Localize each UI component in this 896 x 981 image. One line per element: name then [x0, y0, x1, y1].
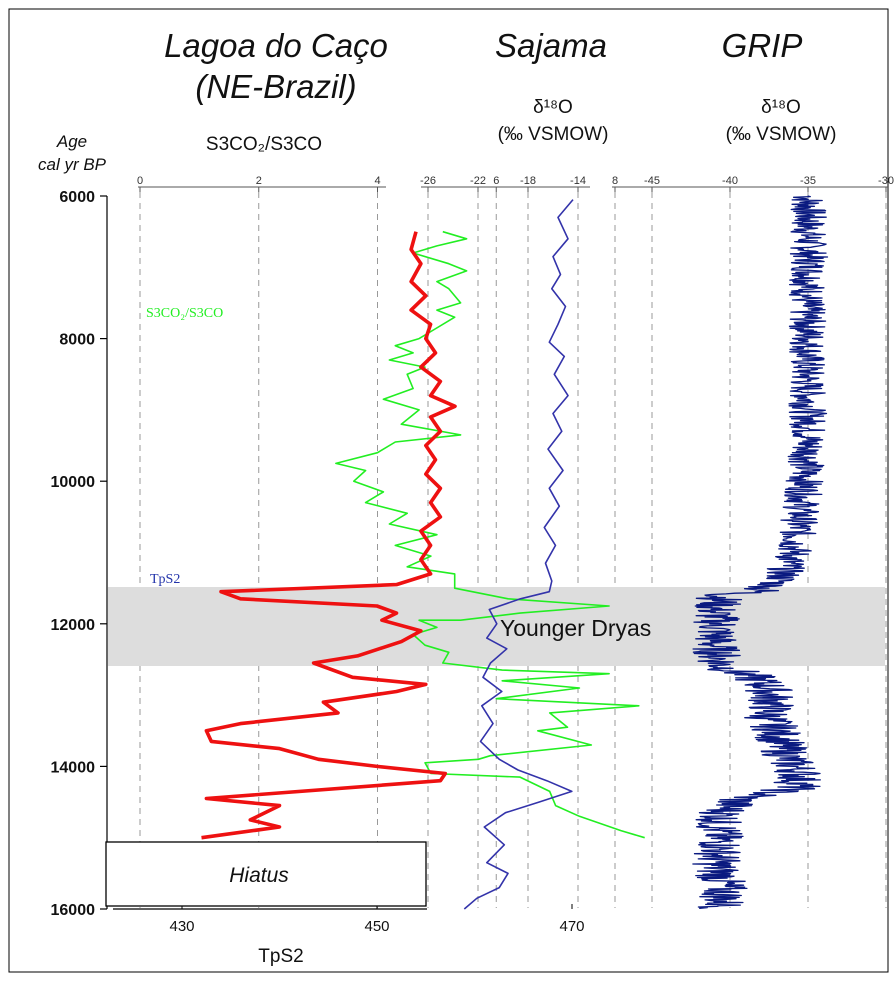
- age-tick-label-8000: 8000: [59, 332, 95, 349]
- series-layer: [201, 195, 829, 910]
- sajama-tick-label--14: -14: [570, 175, 586, 187]
- grip-title: GRIP: [722, 27, 803, 64]
- sajama-series-line: [463, 199, 574, 910]
- age-tick-label-6000: 6000: [59, 189, 95, 206]
- age-label-line-1: Age: [56, 132, 87, 151]
- sajama-tick-label--18: -18: [520, 175, 536, 187]
- hiatus-label: Hiatus: [229, 864, 289, 887]
- site-title-line-1: Lagoa do Caço: [164, 27, 388, 64]
- age-tick-label-10000: 10000: [51, 474, 96, 491]
- bottom-axis-label: TpS2: [258, 946, 303, 967]
- grip-d18o-label: δ¹⁸O: [761, 97, 801, 118]
- figure-border: [8, 8, 889, 973]
- grip-tick-label--40: -40: [722, 175, 738, 187]
- tps2-series-line: [201, 231, 457, 840]
- grip-tick-label--45: -45: [644, 175, 660, 187]
- sajama-vsmow-label: (‰ VSMOW): [498, 124, 609, 145]
- grip-series-line: [692, 195, 829, 910]
- grip-vsmow-label: (‰ VSMOW): [726, 124, 837, 145]
- ratio-axis-label: S3CO₂/S3CO: [206, 134, 322, 155]
- grid-layer: [139, 192, 887, 908]
- ratio-top-tick-label-0: 0: [137, 175, 143, 187]
- ratio-top-tick-label-8: 8: [612, 175, 618, 187]
- grip-tick-label--35: -35: [800, 175, 816, 187]
- axes-layer: 6000 8000 10000 12000 14000 16000 0 2 4 6 8 430 450 4…: [51, 175, 894, 935]
- younger-dryas-band: [108, 587, 885, 666]
- sajama-d18o-label: δ¹⁸O: [533, 97, 573, 118]
- ratio-series-label: S3CO₂/S3CO: [146, 306, 223, 321]
- tps2-bottom-tick-label-470: 470: [559, 918, 584, 935]
- age-tick-label-14000: 14000: [51, 759, 96, 776]
- sajama-title: Sajama: [495, 27, 607, 64]
- tps2-bottom-tick-label-450: 450: [364, 918, 389, 935]
- tps2-bottom-tick-label-430: 430: [169, 918, 194, 935]
- grip-tick-label--30: -30: [878, 175, 894, 187]
- age-tick-label-16000: 16000: [51, 902, 96, 919]
- sajama-tick-label--26: -26: [420, 175, 436, 187]
- age-tick-label-12000: 12000: [51, 617, 96, 634]
- age-label-line-2: cal yr BP: [38, 155, 107, 174]
- younger-dryas-label: Younger Dryas: [500, 615, 651, 641]
- ratio-top-tick-label-4: 4: [374, 175, 380, 187]
- hiatus-box: [105, 841, 427, 907]
- tps2-series-label: TpS2: [150, 572, 180, 587]
- site-title-line-2: (NE-Brazil): [195, 68, 356, 105]
- ratio-top-tick-label-2: 2: [256, 175, 262, 187]
- ratio-top-tick-label-6: 6: [493, 175, 499, 187]
- sajama-tick-label--22: -22: [470, 175, 486, 187]
